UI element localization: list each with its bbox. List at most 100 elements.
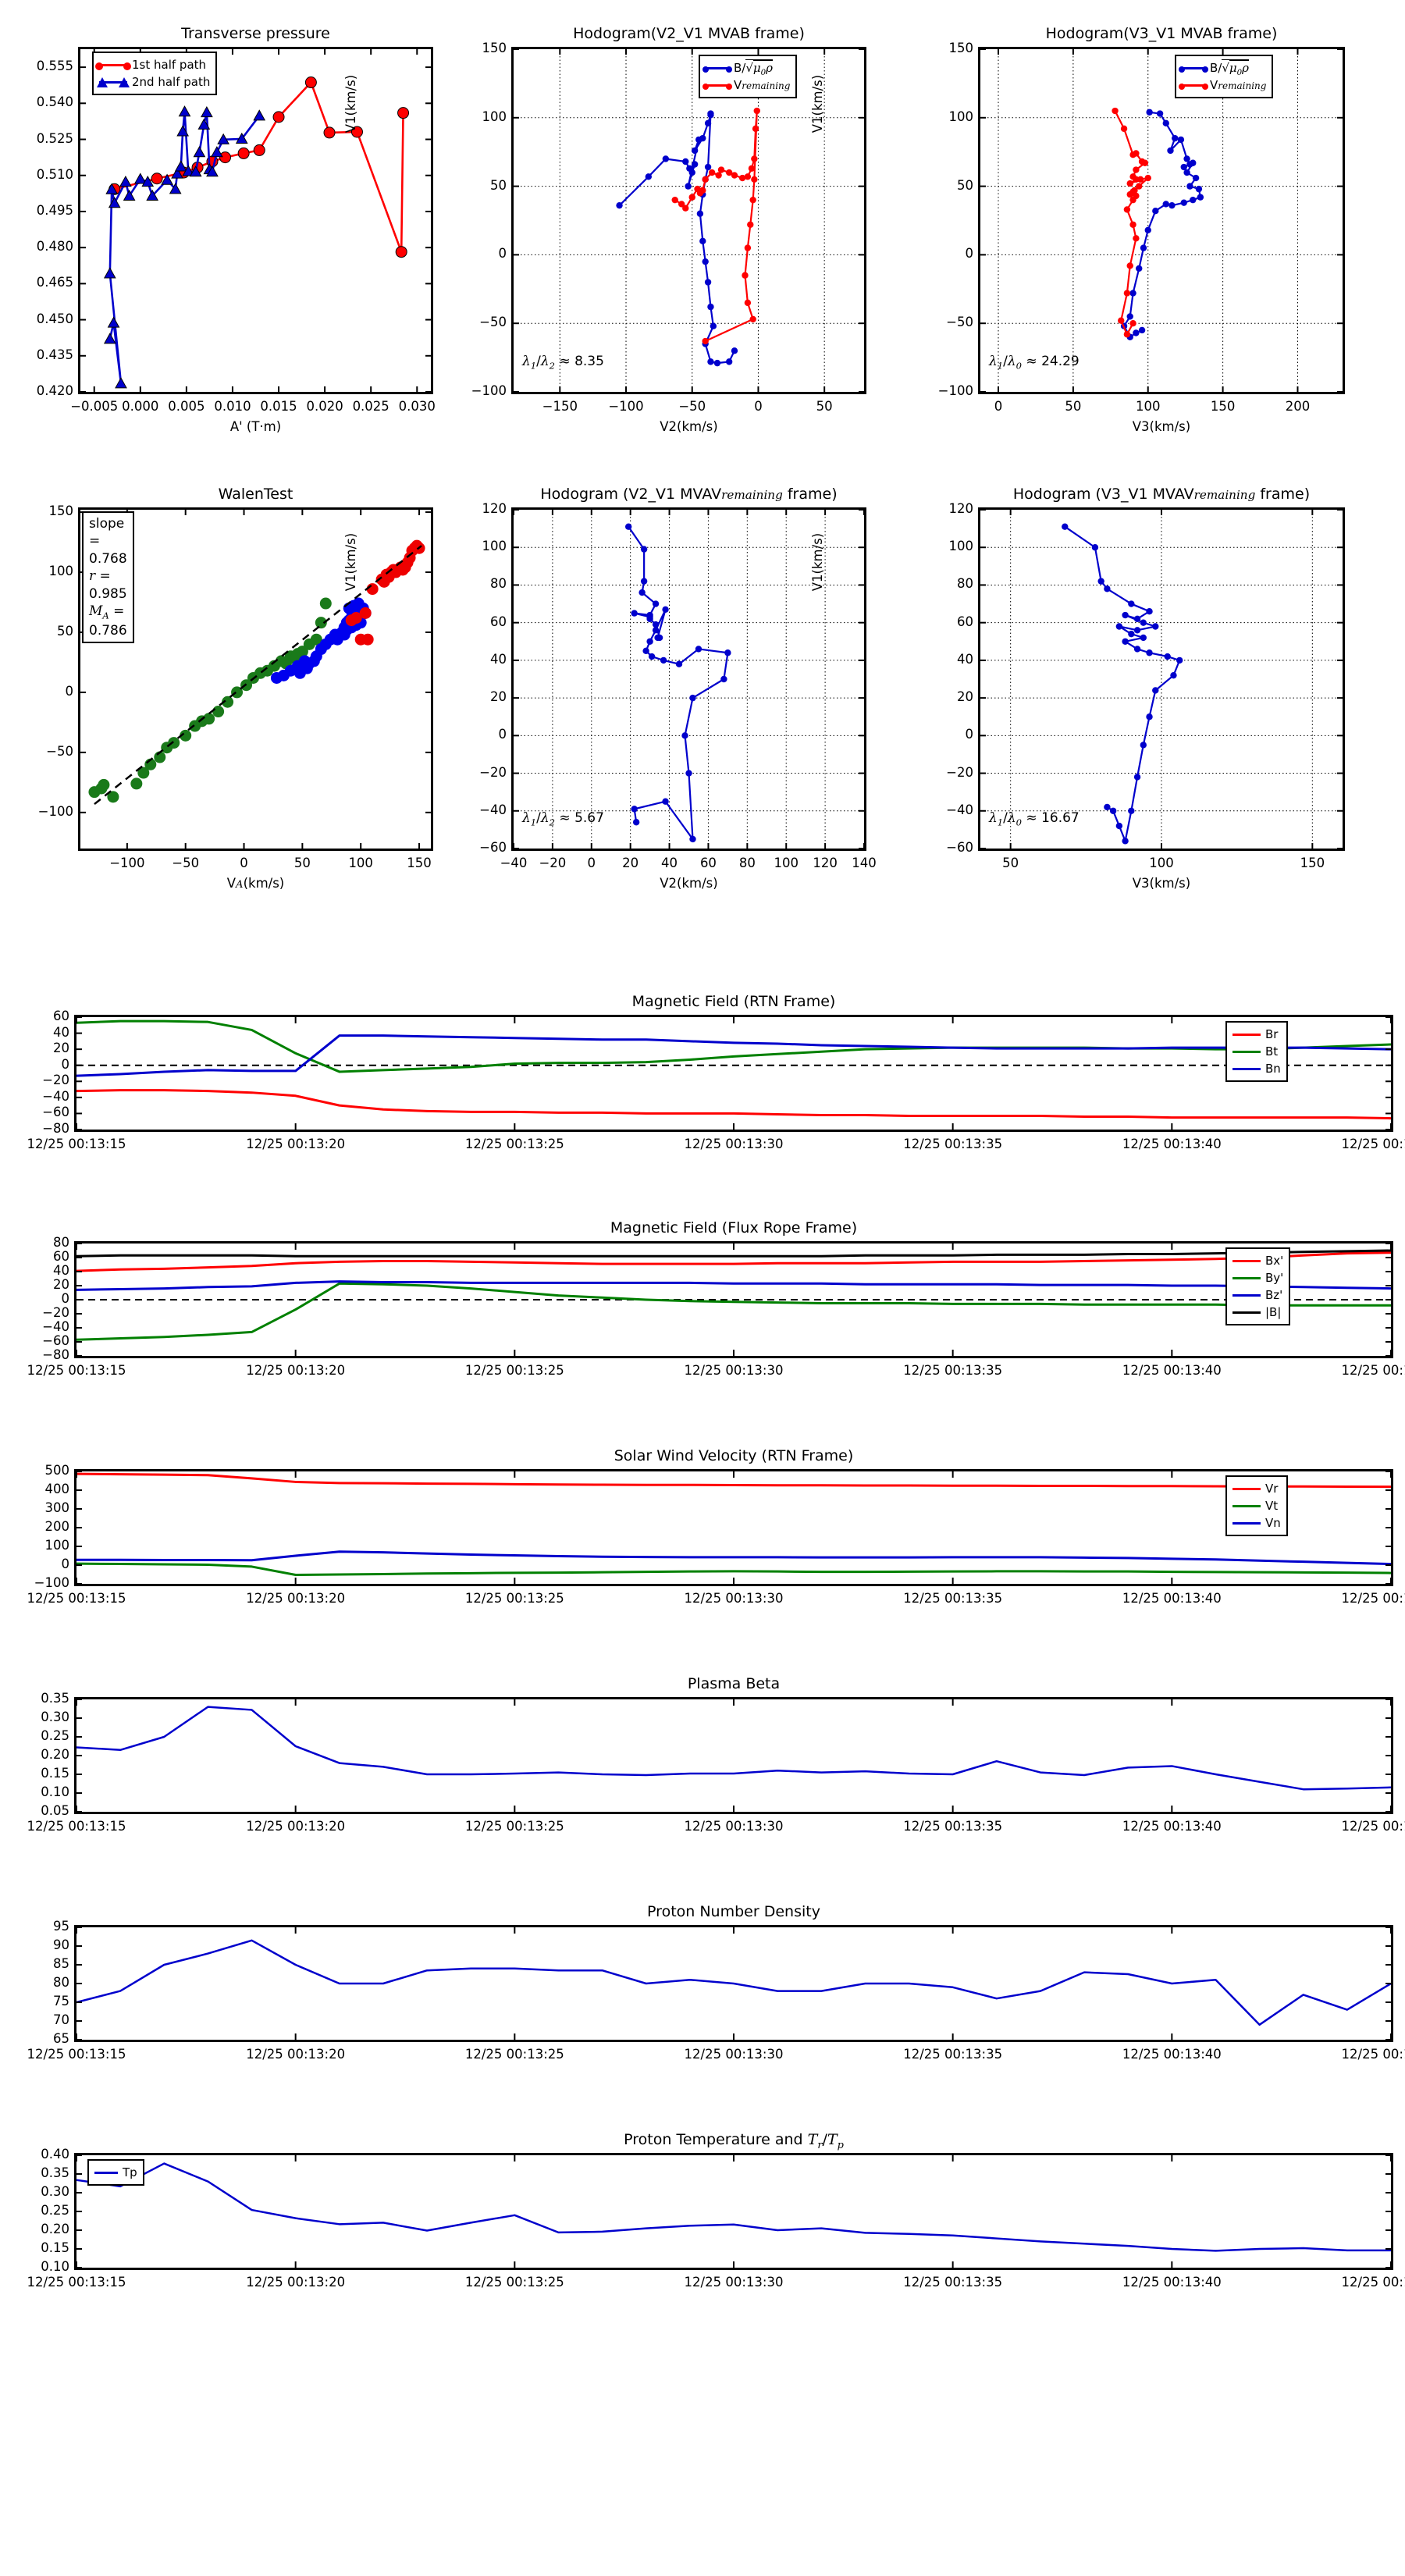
y-tick-label: 50 [57, 623, 73, 639]
data-point [315, 617, 327, 629]
plot-frame [511, 47, 866, 394]
y-tick-label: 0.525 [36, 130, 73, 146]
legend-label: Bt [1265, 1044, 1279, 1059]
y-tick-label: 0.20 [41, 2222, 69, 2236]
legend-item: By' [1232, 1269, 1283, 1286]
chart-title: Transverse pressure [181, 25, 330, 42]
y-tick-label: −50 [479, 315, 507, 330]
x-tick-label: 100 [1149, 856, 1174, 870]
y-tick-label: 150 [48, 503, 74, 519]
y-tick-label: −20 [479, 764, 507, 780]
legend-label: Vt [1265, 1499, 1279, 1513]
y-tick-label: −100 [937, 383, 973, 398]
x-tick-label: 12/25 00:13:40 [1122, 1591, 1222, 1606]
legend-item: Tp [94, 2164, 137, 2181]
y-tick-label: 0.30 [41, 2184, 69, 2199]
y-tick-label: 0.465 [36, 275, 73, 290]
y-tick-label: 0.540 [36, 94, 73, 110]
data-point [296, 646, 308, 658]
data-point [378, 575, 390, 588]
y-tick-label: 0.450 [36, 311, 73, 326]
chart-legend: Bx' By' Bz' |B| [1225, 1247, 1291, 1325]
y-tick-label: 0 [65, 683, 74, 699]
x-tick-label: 0 [240, 856, 248, 870]
data-point [107, 791, 119, 803]
x-tick-label: 12/25 00:13:40 [1122, 1137, 1222, 1151]
x-tick-label: 0.000 [122, 399, 159, 414]
plot-frame [978, 47, 1345, 394]
eigenvalue-ratio-annotation: λ1/λ0 ≈ 24.29 [989, 354, 1080, 372]
y-tick-label: 70 [53, 2012, 69, 2027]
x-tick-label: 12/25 00:13:30 [684, 2275, 784, 2290]
x-tick-label: −0.005 [70, 399, 119, 414]
legend-item: Vremaining [702, 76, 790, 94]
y-tick-label: 0.40 [41, 2147, 69, 2161]
y-tick-label: 0.10 [41, 1784, 69, 1799]
x-axis-label: V2(km/s) [660, 876, 718, 891]
legend-item: Bn [1232, 1060, 1281, 1077]
x-axis-label: A' (T·m) [229, 419, 282, 434]
y-tick-label: 0.25 [41, 2203, 69, 2218]
legend-label: Bn [1265, 1062, 1281, 1076]
series-line [76, 1034, 1391, 1077]
x-tick-label: −100 [608, 399, 644, 414]
legend-item: Vremaining [1179, 76, 1266, 94]
x-tick-label: 50 [1065, 399, 1082, 414]
series-line [108, 110, 261, 385]
y-tick-label: −80 [42, 1121, 69, 1136]
x-tick-label: 12/25 00:13:20 [246, 1363, 346, 1378]
x-tick-label: 0.030 [398, 399, 436, 414]
y-tick-label: 0 [61, 1557, 70, 1571]
series-line [76, 1280, 1391, 1291]
x-tick-label: 0.015 [260, 399, 297, 414]
y-tick-label: 60 [957, 614, 973, 629]
plot-frame [74, 1469, 1393, 1586]
legend-label: Vn [1265, 1516, 1281, 1530]
legend-item: B/√μ0ρ [1179, 59, 1266, 77]
series-line [674, 109, 758, 343]
series-line [76, 1939, 1391, 2026]
x-tick-label: 0.010 [214, 399, 251, 414]
y-tick-label: 80 [53, 1235, 69, 1250]
x-tick-label: 12/25 00:13:45 [1341, 1363, 1405, 1378]
x-tick-label: 12/25 00:13:15 [27, 2275, 126, 2290]
y-tick-label: −60 [42, 1105, 69, 1120]
y-tick-label: 150 [482, 41, 507, 55]
x-tick-label: 12/25 00:13:40 [1122, 2047, 1222, 2062]
x-tick-label: 12/25 00:13:20 [246, 2047, 346, 2062]
x-tick-label: 40 [661, 856, 678, 870]
legend-item: Vn [1232, 1514, 1281, 1532]
y-tick-label: 120 [482, 501, 507, 516]
plot-area [76, 1471, 1391, 1584]
legend-swatch [1232, 1293, 1261, 1297]
y-tick-label: 0.420 [36, 383, 73, 398]
chart-title: Magnetic Field (RTN Frame) [631, 993, 836, 1010]
x-tick-label: −50 [678, 399, 706, 414]
legend-swatch [1232, 1504, 1261, 1507]
series-line [628, 526, 729, 841]
y-tick-label: 0 [498, 246, 507, 262]
x-tick-label: −20 [539, 856, 567, 870]
x-tick-label: 12/25 00:13:40 [1122, 1819, 1222, 1834]
y-tick-label: 50 [490, 177, 507, 193]
plot-frame [74, 1697, 1393, 1814]
y-tick-label: −100 [471, 383, 507, 398]
y-tick-label: 40 [53, 1024, 69, 1040]
legend-item: |B| [1232, 1304, 1283, 1321]
chart-title: Proton Number Density [647, 1903, 820, 1920]
x-tick-label: 0 [754, 399, 763, 414]
x-tick-label: 12/25 00:13:40 [1122, 1363, 1222, 1378]
y-tick-label: 0.20 [41, 1747, 69, 1762]
y-tick-label: 0 [61, 1056, 70, 1072]
x-tick-label: 0.005 [168, 399, 205, 414]
plot-area [514, 510, 864, 849]
x-tick-label: 12/25 00:13:45 [1341, 1819, 1405, 1834]
legend-swatch [1232, 1033, 1261, 1036]
data-point [366, 583, 379, 596]
x-tick-label: 120 [813, 856, 838, 870]
x-tick-label: 0 [994, 399, 1003, 414]
y-tick-label: −20 [946, 764, 973, 780]
x-tick-label: −50 [172, 856, 200, 870]
legend-swatch [1232, 1487, 1261, 1490]
legend-label: 1st half path [132, 58, 207, 72]
